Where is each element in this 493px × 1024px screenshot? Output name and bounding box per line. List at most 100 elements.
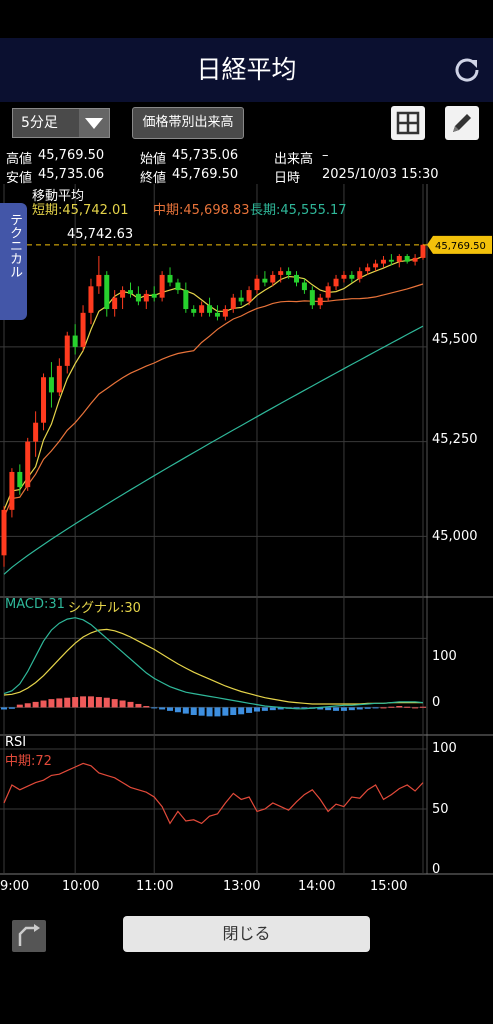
candle-body — [294, 274, 300, 283]
macd-histogram-bar — [32, 701, 39, 708]
candle-body — [349, 274, 355, 279]
candle-body — [104, 274, 110, 310]
candle-body — [143, 293, 149, 302]
chart-toolbar: 5分足 価格帯別出来高 — [0, 102, 493, 144]
macd-line — [3, 617, 424, 710]
technical-tab-label: テクニカル — [7, 213, 22, 278]
candle-body — [72, 335, 78, 347]
candle-body — [80, 312, 86, 347]
datetime-value: 2025/10/03 15:30 — [322, 167, 439, 182]
rotate-screen-icon[interactable] — [10, 918, 48, 954]
candle-body — [317, 297, 323, 306]
macd-histogram-bar — [190, 707, 197, 715]
candle-body — [175, 282, 181, 291]
candle-body — [238, 297, 244, 302]
x-tick-1300: 13:00 — [223, 879, 261, 894]
datetime-label: 日時 — [274, 171, 301, 186]
high-annotation: 45,742.63 — [67, 227, 134, 242]
y-tick-45000: 45,000 — [432, 529, 478, 544]
pencil-icon — [453, 114, 471, 132]
long-ma-line — [3, 325, 424, 575]
macd-histogram-bar — [356, 707, 363, 710]
period-select-label: 5分足 — [21, 115, 58, 131]
candle-body — [9, 471, 15, 510]
refresh-icon[interactable] — [451, 54, 483, 86]
macd-histogram-bar — [317, 707, 324, 710]
macd-histogram-bar — [151, 707, 158, 709]
rsi-tick-50: 50 — [432, 802, 449, 817]
candle-body — [48, 377, 54, 393]
current-price-badge — [427, 235, 492, 254]
period-select[interactable]: 5分足 — [12, 108, 110, 138]
x-tick-1500: 15:00 — [370, 879, 408, 894]
rsi-tick-100: 100 — [432, 741, 457, 756]
candle-body — [127, 290, 133, 294]
candle-body — [254, 278, 260, 291]
macd-histogram-bar — [95, 697, 102, 708]
macd-histogram-bar — [293, 707, 300, 709]
short-ma-line — [3, 255, 424, 511]
candle-body — [88, 286, 94, 313]
macd-histogram-bar — [396, 706, 403, 708]
candle-body — [301, 282, 307, 291]
high-label: 高値 — [6, 152, 33, 167]
macd-histogram-bar — [301, 707, 308, 709]
macd-histogram-bar — [111, 699, 118, 708]
macd-histogram-bar — [238, 707, 245, 715]
macd-histogram-bar — [412, 707, 419, 709]
draw-button[interactable] — [445, 106, 479, 140]
candle-body — [222, 309, 228, 317]
volume-value: – — [322, 148, 329, 163]
grid-icon — [396, 111, 420, 135]
candle-body — [278, 271, 284, 275]
candle-body — [230, 297, 236, 310]
macd-histogram-bar — [8, 707, 15, 709]
candle-body — [325, 286, 331, 298]
candle-body — [159, 274, 165, 298]
candle-body — [64, 335, 70, 366]
candle-body — [167, 274, 173, 283]
ma-mid-label: 中期:45,698.83 — [153, 203, 250, 218]
macd-histogram-bar — [340, 707, 347, 711]
macd-histogram-bar — [380, 707, 387, 709]
macd-histogram-bar — [230, 707, 237, 715]
app-header: 日経平均 — [0, 38, 493, 102]
candle-body — [309, 290, 315, 306]
macd-histogram-bar — [404, 706, 411, 708]
macd-histogram-bar — [72, 697, 79, 708]
candle-body — [191, 309, 197, 313]
ma-title: 移動平均 — [32, 189, 85, 204]
price-volume-button[interactable]: 価格帯別出来高 — [132, 107, 244, 139]
bottom-bar: 閉じる — [0, 904, 493, 1024]
macd-histogram-bar — [214, 707, 221, 717]
chevron-down-icon — [79, 109, 109, 137]
x-tick-1400: 14:00 — [298, 879, 336, 894]
open-value: 45,735.06 — [172, 148, 239, 163]
macd-histogram-bar — [167, 707, 174, 711]
high-value: 45,769.50 — [38, 148, 105, 163]
technical-tab[interactable]: テクニカル — [0, 203, 27, 320]
close-button[interactable]: 閉じる — [123, 916, 370, 952]
macd-histogram-bar — [206, 707, 213, 717]
chart-svg[interactable]: 45,769.50 — [0, 184, 493, 904]
open-label: 始値 — [140, 152, 167, 167]
layout-grid-button[interactable] — [391, 106, 425, 140]
macd-histogram-bar — [198, 707, 205, 716]
candle-body — [380, 259, 386, 264]
candle-body — [41, 377, 47, 423]
close-label: 終値 — [140, 171, 167, 186]
rsi-label: RSI — [5, 735, 27, 750]
rsi-line — [3, 762, 424, 825]
candle-body — [286, 271, 292, 275]
candle-body — [112, 297, 118, 310]
chart-area[interactable]: 45,769.50 移動平均 短期:45,742.01 中期:45,698.83… — [0, 184, 493, 904]
macd-histogram-bar — [364, 707, 371, 709]
mid-ma-line — [3, 283, 424, 518]
current-price-text: 45,769.50 — [435, 241, 486, 252]
macd-histogram-bar — [372, 707, 379, 709]
macd-histogram-bar — [348, 707, 355, 711]
candle-body — [120, 290, 126, 298]
candle-body — [404, 255, 410, 262]
y-tick-45250: 45,250 — [432, 432, 478, 447]
macd-histogram-bar — [261, 707, 268, 711]
